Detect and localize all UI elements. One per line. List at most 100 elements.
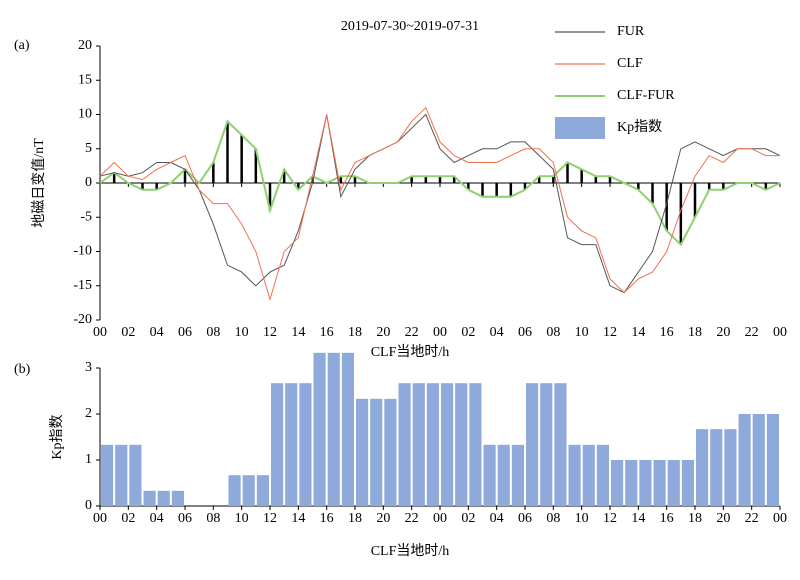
bar xyxy=(611,460,624,506)
x-tick-label: 02 xyxy=(121,325,135,340)
x-tick-label: 14 xyxy=(291,511,305,526)
x-tick-label: 06 xyxy=(518,511,532,526)
x-tick-label: 20 xyxy=(376,325,390,340)
y-axis-label: Kp指数 xyxy=(49,414,65,459)
legend-label: Kp指数 xyxy=(617,119,662,135)
y-tick-label: -20 xyxy=(73,312,92,327)
bar xyxy=(582,444,595,506)
bar xyxy=(101,444,114,506)
x-tick-label: 04 xyxy=(490,325,504,340)
legend-label: CLF xyxy=(617,56,643,71)
x-tick-label: 22 xyxy=(745,511,759,526)
x-tick-label: 20 xyxy=(716,325,730,340)
x-tick-label: 10 xyxy=(235,511,249,526)
bar xyxy=(426,383,439,506)
bar xyxy=(384,398,397,506)
x-tick-label: 00 xyxy=(773,325,787,340)
y-tick-label: -5 xyxy=(80,209,92,224)
y-tick-label: 0 xyxy=(85,175,92,190)
bar xyxy=(469,383,482,506)
bar xyxy=(667,460,680,506)
bar xyxy=(696,429,709,506)
x-tick-label: 02 xyxy=(461,325,475,340)
bar xyxy=(285,383,298,506)
y-axis-label: 地磁日变值/nT xyxy=(31,138,47,228)
x-tick-label: 06 xyxy=(178,511,192,526)
bar xyxy=(526,383,539,506)
bar xyxy=(370,398,383,506)
x-tick-label: 22 xyxy=(745,325,759,340)
bar xyxy=(568,444,581,506)
y-tick-label: 10 xyxy=(78,107,92,122)
bar xyxy=(511,444,524,506)
x-tick-label: 08 xyxy=(206,511,220,526)
bar xyxy=(171,490,184,506)
x-tick-label: 20 xyxy=(716,511,730,526)
series-line xyxy=(99,113,781,294)
bar xyxy=(625,460,638,506)
bar xyxy=(766,414,779,506)
bar xyxy=(327,352,340,506)
x-axis-label: CLF当地时/h xyxy=(371,543,450,559)
x-tick-label: 00 xyxy=(93,325,107,340)
bar xyxy=(356,398,369,506)
x-tick-label: 00 xyxy=(773,511,787,526)
bar xyxy=(455,383,468,506)
x-tick-label: 04 xyxy=(150,511,164,526)
x-tick-label: 12 xyxy=(603,511,617,526)
x-tick-label: 18 xyxy=(348,511,362,526)
bar xyxy=(497,444,510,506)
x-tick-label: 12 xyxy=(263,325,277,340)
y-tick-label: 20 xyxy=(78,38,92,53)
x-tick-label: 04 xyxy=(490,511,504,526)
panel-label: (a) xyxy=(14,38,30,53)
x-tick-label: 16 xyxy=(320,511,334,526)
bar xyxy=(738,414,751,506)
x-tick-label: 14 xyxy=(631,325,645,340)
x-tick-label: 00 xyxy=(93,511,107,526)
y-tick-label: 2 xyxy=(85,406,92,421)
x-tick-label: 20 xyxy=(376,511,390,526)
y-tick-label: -15 xyxy=(73,278,92,293)
y-tick-label: 5 xyxy=(85,141,92,156)
y-tick-label: 15 xyxy=(78,72,92,87)
x-tick-label: 06 xyxy=(518,325,532,340)
x-tick-label: 10 xyxy=(575,325,589,340)
y-tick-label: 0 xyxy=(85,498,92,513)
x-tick-label: 08 xyxy=(206,325,220,340)
x-tick-label: 16 xyxy=(660,511,674,526)
bar xyxy=(412,383,425,506)
x-tick-label: 08 xyxy=(546,325,560,340)
x-tick-label: 16 xyxy=(320,325,334,340)
x-tick-label: 18 xyxy=(688,511,702,526)
x-tick-label: 14 xyxy=(291,325,305,340)
bar xyxy=(313,352,326,506)
bar xyxy=(596,444,609,506)
bar xyxy=(483,444,496,506)
panel-label: (b) xyxy=(14,362,31,377)
x-tick-label: 02 xyxy=(461,511,475,526)
legend-swatch xyxy=(555,117,605,139)
series-line xyxy=(99,119,781,247)
x-tick-label: 02 xyxy=(121,511,135,526)
bar xyxy=(143,490,156,506)
bar xyxy=(256,475,269,506)
x-tick-label: 12 xyxy=(603,325,617,340)
bar xyxy=(115,444,128,506)
x-tick-label: 00 xyxy=(433,511,447,526)
bar xyxy=(228,475,241,506)
bar xyxy=(681,460,694,506)
x-tick-label: 16 xyxy=(660,325,674,340)
chart-title: 2019-07-30~2019-07-31 xyxy=(341,19,479,34)
bar xyxy=(299,383,312,506)
bar xyxy=(639,460,652,506)
bar xyxy=(752,414,765,506)
x-tick-label: 10 xyxy=(235,325,249,340)
x-tick-label: 04 xyxy=(150,325,164,340)
x-tick-label: 18 xyxy=(348,325,362,340)
bar xyxy=(710,429,723,506)
x-tick-label: 12 xyxy=(263,511,277,526)
y-tick-label: 1 xyxy=(85,452,92,467)
legend-label: FUR xyxy=(617,24,645,39)
